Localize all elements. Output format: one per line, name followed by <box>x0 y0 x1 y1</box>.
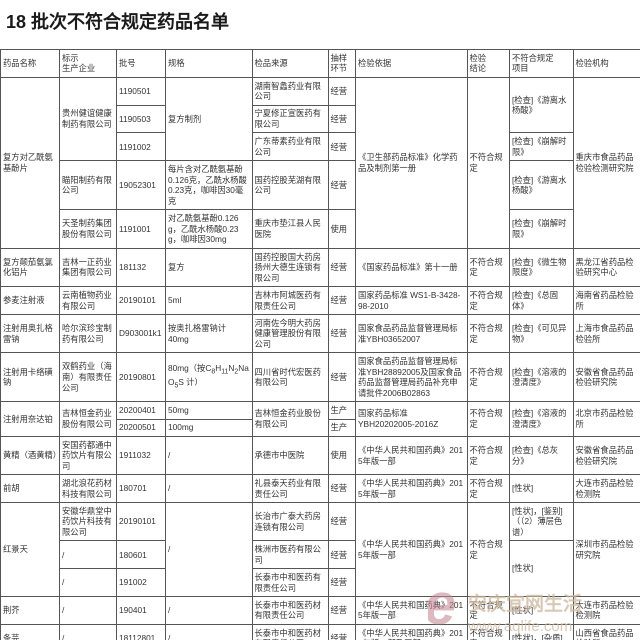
svg-text:www.aqlife.com: www.aqlife.com <box>467 618 572 635</box>
svg-text:e: e <box>428 578 456 637</box>
svg-text:安庆宜网生活: 安庆宜网生活 <box>468 592 582 615</box>
